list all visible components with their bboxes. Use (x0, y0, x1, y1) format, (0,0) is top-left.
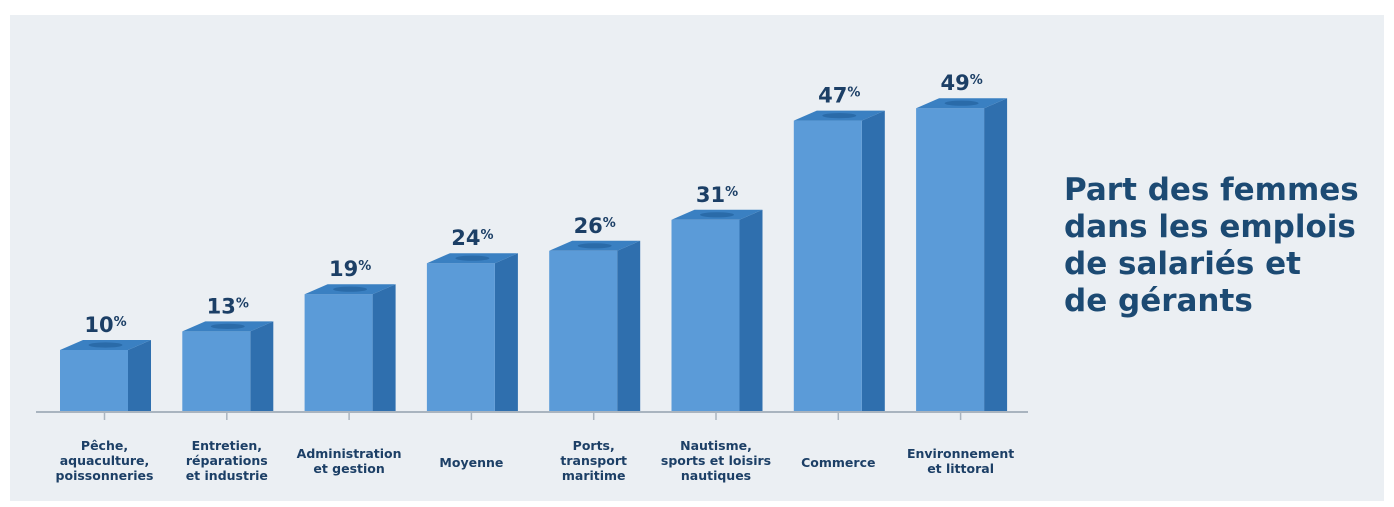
bar (793, 120, 862, 412)
tick-label-line: réparations (186, 453, 268, 468)
tick-label-line: maritime (562, 468, 626, 483)
bar-top-shade (88, 342, 123, 348)
bar (426, 263, 495, 412)
percent-sign: % (481, 228, 494, 243)
bar-top-shade (210, 323, 245, 329)
percent-sign: % (603, 216, 616, 231)
data-label: 13% (207, 294, 249, 318)
bar-top-shade (944, 100, 979, 106)
bar (182, 331, 251, 412)
tick-label: Environnement et littoral (907, 446, 1014, 476)
bar (916, 108, 985, 412)
title-line: dans les emplois (1064, 209, 1356, 245)
tick-label-line: nautiques (681, 468, 751, 483)
tick-label-line: poissonneries (56, 468, 154, 483)
bar-side-face (861, 110, 885, 412)
bar (60, 350, 128, 412)
percent-sign: % (358, 259, 371, 274)
tick-label-line: Ports, (573, 438, 615, 453)
bar-side-face (617, 240, 641, 412)
percent-sign: % (725, 185, 738, 200)
bar (671, 219, 740, 412)
bar-top-shade (455, 255, 490, 261)
data-label: 24% (451, 226, 493, 250)
bar-top-shade (822, 113, 857, 119)
tick-label: Moyenne (439, 455, 503, 470)
bar-side-face (128, 340, 151, 412)
tick-label: Nautisme, sports et loisirs nautiques (661, 438, 771, 483)
bar (304, 294, 373, 412)
tick-label: Administration et gestion (297, 446, 402, 476)
tick-label-line: Moyenne (439, 455, 503, 470)
bar (549, 250, 618, 412)
bar-side-face (250, 321, 274, 412)
percent-sign: % (970, 73, 983, 88)
tick-label-line: Nautisme, (680, 438, 752, 453)
bar-side-face (739, 209, 763, 412)
bar-top-shade (577, 243, 612, 249)
tick-label: Ports, transport maritime (560, 438, 627, 483)
tick-label-line: Environnement (907, 446, 1014, 461)
bar-top-shade (700, 212, 734, 218)
chart-title: Part des femmes dans les emplois de sala… (1064, 172, 1384, 320)
data-label: 26% (574, 214, 616, 238)
tick-label: Entretien, réparations et industrie (186, 438, 268, 483)
tick-label-line: Entretien, (192, 438, 262, 453)
bar-top-shade (333, 286, 368, 292)
percent-sign: % (236, 296, 249, 311)
data-label: 47% (818, 84, 860, 108)
title-line: de gérants (1064, 283, 1253, 319)
tick-label-line: Administration (297, 446, 402, 461)
bar-side-face (494, 253, 518, 412)
tick-label-line: transport (560, 453, 627, 468)
tick-label-line: Commerce (801, 455, 875, 470)
percent-sign: % (114, 315, 127, 330)
tick-label-line: et industrie (186, 468, 268, 483)
tick-label-line: Pêche, (81, 438, 128, 453)
tick-label-line: aquaculture, (60, 453, 150, 468)
data-label: 10% (84, 313, 126, 337)
tick-label-line: et gestion (313, 461, 384, 476)
data-label: 31% (696, 183, 738, 207)
title-line: Part des femmes (1064, 172, 1359, 208)
data-label: 19% (329, 257, 371, 281)
tick-label: Pêche, aquaculture, poissonneries (56, 438, 154, 483)
bar-side-face (984, 98, 1008, 412)
tick-label: Commerce (801, 455, 875, 470)
tick-label-line: sports et loisirs (661, 453, 771, 468)
title-line: de salariés et (1064, 246, 1301, 282)
data-label: 49% (940, 71, 982, 95)
percent-sign: % (847, 86, 860, 101)
bar-side-face (372, 284, 396, 412)
tick-label-line: et littoral (927, 461, 994, 476)
